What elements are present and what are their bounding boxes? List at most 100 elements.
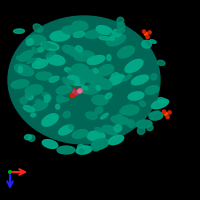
Ellipse shape [157,60,165,65]
Ellipse shape [66,80,74,85]
Ellipse shape [41,42,59,50]
Ellipse shape [32,47,38,53]
Ellipse shape [151,74,157,80]
Ellipse shape [112,29,121,37]
Ellipse shape [80,79,85,84]
Ellipse shape [56,95,64,103]
Circle shape [74,91,79,95]
Ellipse shape [26,35,46,45]
Ellipse shape [72,130,88,138]
Ellipse shape [81,86,99,94]
Ellipse shape [16,56,20,60]
Ellipse shape [57,97,68,102]
Ellipse shape [131,75,149,85]
Ellipse shape [123,75,131,81]
Ellipse shape [19,51,33,61]
Circle shape [144,32,148,36]
Circle shape [162,110,166,113]
Ellipse shape [26,94,33,100]
Ellipse shape [125,59,143,73]
Ellipse shape [52,116,58,122]
Ellipse shape [107,55,111,61]
Ellipse shape [69,125,74,129]
Ellipse shape [111,116,129,124]
Ellipse shape [116,114,122,120]
Ellipse shape [25,135,32,140]
Ellipse shape [87,75,105,85]
Ellipse shape [147,125,153,131]
Ellipse shape [149,111,159,116]
Ellipse shape [79,51,88,56]
Ellipse shape [114,125,122,132]
Ellipse shape [105,93,112,99]
Ellipse shape [92,143,101,151]
Circle shape [168,111,171,114]
Ellipse shape [93,68,98,73]
Ellipse shape [91,139,109,149]
Ellipse shape [110,36,114,40]
Ellipse shape [87,55,105,65]
Ellipse shape [42,114,58,126]
Ellipse shape [128,120,135,128]
Ellipse shape [74,51,94,61]
Ellipse shape [28,135,35,141]
Ellipse shape [86,112,97,119]
Ellipse shape [150,40,156,43]
Ellipse shape [118,46,134,58]
Ellipse shape [87,131,105,141]
Ellipse shape [44,95,50,102]
Ellipse shape [82,86,88,90]
Ellipse shape [71,51,77,56]
Ellipse shape [102,125,118,135]
Ellipse shape [95,127,104,132]
Ellipse shape [23,106,34,112]
Ellipse shape [11,80,29,88]
Ellipse shape [25,90,36,97]
Ellipse shape [96,85,101,90]
Ellipse shape [32,101,48,111]
Ellipse shape [145,86,159,94]
Ellipse shape [149,112,163,120]
Ellipse shape [80,149,84,153]
Ellipse shape [90,80,99,87]
Ellipse shape [36,72,52,80]
Circle shape [78,90,81,93]
Circle shape [73,90,76,93]
Circle shape [9,171,11,173]
Ellipse shape [108,75,124,85]
Ellipse shape [117,17,124,24]
Ellipse shape [63,111,70,118]
Ellipse shape [33,24,43,32]
Ellipse shape [99,36,111,40]
Ellipse shape [57,146,75,154]
Ellipse shape [96,79,112,89]
Ellipse shape [139,101,146,106]
Ellipse shape [18,66,22,73]
Ellipse shape [49,76,59,82]
Circle shape [70,93,75,97]
Ellipse shape [62,77,70,85]
Ellipse shape [95,107,103,114]
Ellipse shape [42,42,50,49]
Ellipse shape [126,120,132,126]
Ellipse shape [56,104,60,109]
Ellipse shape [46,51,55,57]
Ellipse shape [72,21,88,31]
Ellipse shape [47,55,65,65]
Ellipse shape [32,60,48,68]
Ellipse shape [35,99,41,104]
Ellipse shape [37,47,44,52]
Ellipse shape [73,32,85,37]
Ellipse shape [67,75,85,85]
Ellipse shape [110,33,119,38]
Ellipse shape [59,125,73,135]
Ellipse shape [65,68,71,72]
Ellipse shape [27,58,35,63]
Ellipse shape [151,99,169,109]
Ellipse shape [117,22,125,29]
Ellipse shape [35,58,42,65]
Ellipse shape [95,141,104,148]
Ellipse shape [136,120,152,128]
Ellipse shape [79,70,97,82]
Ellipse shape [46,44,57,48]
